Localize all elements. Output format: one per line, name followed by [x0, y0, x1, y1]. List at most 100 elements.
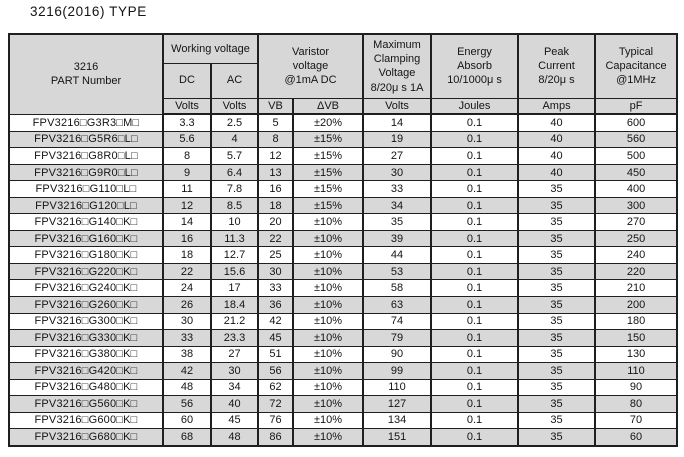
table-row: FPV3216□G330□K□ 33 23.3 45 ±10% 79 0.1 35 150 [8, 329, 679, 347]
value-cell: 35 [517, 180, 597, 198]
value-cell: 26 [162, 295, 212, 314]
value-cell: 18 [257, 196, 295, 215]
value-cell: 22 [257, 229, 295, 248]
unit-amps: Amps [517, 97, 597, 115]
value-cell: 0.1 [430, 163, 520, 182]
part-number-cell: FPV3216□G5R6□L□ [8, 130, 164, 149]
spec-table-body: FPV3216□G3R3□M□ 3.3 2.5 5 ±20% 14 0.1 40 600 FPV3… [8, 113, 679, 447]
value-cell: 25 [257, 246, 295, 264]
part-number-cell: FPV3216□G3R3□M□ [8, 113, 164, 132]
value-cell: 21.2 [209, 312, 260, 331]
value-cell: 8.5 [209, 196, 260, 215]
col-header-max-clamping-voltage: Maximum Clamping Voltage 8/20μ s 1A [362, 33, 433, 99]
col-header-dc: DC [162, 62, 212, 99]
value-cell: 18 [162, 246, 212, 264]
value-cell: 0.1 [430, 229, 520, 248]
table-row: FPV3216□G300□K□ 30 21.2 42 ±10% 74 0.1 35 180 [8, 312, 679, 331]
value-cell: 0.1 [430, 428, 520, 447]
value-cell: 8 [162, 147, 212, 165]
value-cell: ±10% [292, 213, 365, 231]
value-cell: 0.1 [430, 147, 520, 165]
value-cell: 90 [594, 378, 679, 397]
value-cell: 110 [594, 362, 679, 380]
value-cell: 13 [257, 163, 295, 182]
value-cell: 86 [257, 428, 295, 447]
value-cell: ±10% [292, 295, 365, 314]
value-cell: ±10% [292, 229, 365, 248]
value-cell: 4 [209, 130, 260, 149]
value-cell: 40 [517, 163, 597, 182]
value-cell: 35 [517, 329, 597, 347]
value-cell: 3.3 [162, 113, 212, 132]
unit-ac-volts: Volts [209, 97, 260, 115]
value-cell: ±10% [292, 312, 365, 331]
part-number-cell: FPV3216□G9R0□L□ [8, 163, 164, 182]
value-cell: 0.1 [430, 246, 520, 264]
value-cell: 20 [257, 213, 295, 231]
value-cell: 127 [362, 395, 433, 413]
value-cell: 14 [362, 113, 433, 132]
part-number-cell: FPV3216□G260□K□ [8, 295, 164, 314]
value-cell: 53 [362, 262, 433, 281]
col-header-energy-absorb: Energy Absorb 10/1000μ s [430, 33, 520, 99]
value-cell: 180 [594, 312, 679, 331]
value-cell: 35 [517, 312, 597, 331]
value-cell: 39 [362, 229, 433, 248]
value-cell: 8 [257, 130, 295, 149]
value-cell: 56 [257, 362, 295, 380]
value-cell: 74 [362, 312, 433, 331]
value-cell: 58 [362, 279, 433, 297]
part-number-cell: FPV3216□G330□K□ [8, 329, 164, 347]
value-cell: ±10% [292, 279, 365, 297]
value-cell: 80 [594, 395, 679, 413]
part-number-cell: FPV3216□G110□L□ [8, 180, 164, 198]
value-cell: 2.5 [209, 113, 260, 132]
col-header-typical-capacitance: Typical Capacitance @1MHz [594, 33, 679, 99]
value-cell: 16 [162, 229, 212, 248]
spec-table: 3216 PART Number Working voltage Varisto… [8, 33, 679, 447]
part-number-cell: FPV3216□G160□K□ [8, 229, 164, 248]
value-cell: 42 [162, 362, 212, 380]
value-cell: 450 [594, 163, 679, 182]
part-number-cell: FPV3216□G220□K□ [8, 262, 164, 281]
value-cell: 12 [257, 147, 295, 165]
value-cell: ±15% [292, 130, 365, 149]
value-cell: ±10% [292, 345, 365, 364]
value-cell: 5.7 [209, 147, 260, 165]
part-number-cell: FPV3216□G180□K□ [8, 246, 164, 264]
value-cell: 33 [162, 329, 212, 347]
value-cell: ±10% [292, 411, 365, 430]
value-cell: 134 [362, 411, 433, 430]
value-cell: 0.1 [430, 295, 520, 314]
value-cell: 200 [594, 295, 679, 314]
table-row: FPV3216□G8R0□L□ 8 5.7 12 ±15% 27 0.1 40 500 [8, 147, 679, 165]
value-cell: ±10% [292, 362, 365, 380]
value-cell: 76 [257, 411, 295, 430]
table-row: FPV3216□G240□K□ 24 17 33 ±10% 58 0.1 35 210 [8, 279, 679, 297]
col-header-ac: AC [209, 62, 260, 99]
value-cell: 40 [517, 130, 597, 149]
value-cell: ±15% [292, 180, 365, 198]
table-row: FPV3216□G560□K□ 56 40 72 ±10% 127 0.1 35 80 [8, 395, 679, 413]
table-row: FPV3216□G600□K□ 60 45 76 ±10% 134 0.1 35 70 [8, 411, 679, 430]
value-cell: 27 [362, 147, 433, 165]
table-row: FPV3216□G120□L□ 12 8.5 18 ±15% 34 0.1 35 300 [8, 196, 679, 215]
value-cell: 210 [594, 279, 679, 297]
value-cell: ±15% [292, 147, 365, 165]
value-cell: 70 [594, 411, 679, 430]
value-cell: ±10% [292, 262, 365, 281]
value-cell: 90 [362, 345, 433, 364]
part-number-cell: FPV3216□G420□K□ [8, 362, 164, 380]
value-cell: 42 [257, 312, 295, 331]
unit-vb: VB [257, 97, 295, 115]
value-cell: 35 [517, 345, 597, 364]
value-cell: 151 [362, 428, 433, 447]
table-row: FPV3216□G3R3□M□ 3.3 2.5 5 ±20% 14 0.1 40 600 [8, 113, 679, 132]
value-cell: 22 [162, 262, 212, 281]
value-cell: 0.1 [430, 130, 520, 149]
value-cell: 17 [209, 279, 260, 297]
value-cell: 48 [162, 378, 212, 397]
table-row: FPV3216□G110□L□ 11 7.8 16 ±15% 33 0.1 35 400 [8, 180, 679, 198]
col-group-varistor-voltage: Varistor voltage @1mA DC [257, 33, 365, 99]
value-cell: 0.1 [430, 262, 520, 281]
